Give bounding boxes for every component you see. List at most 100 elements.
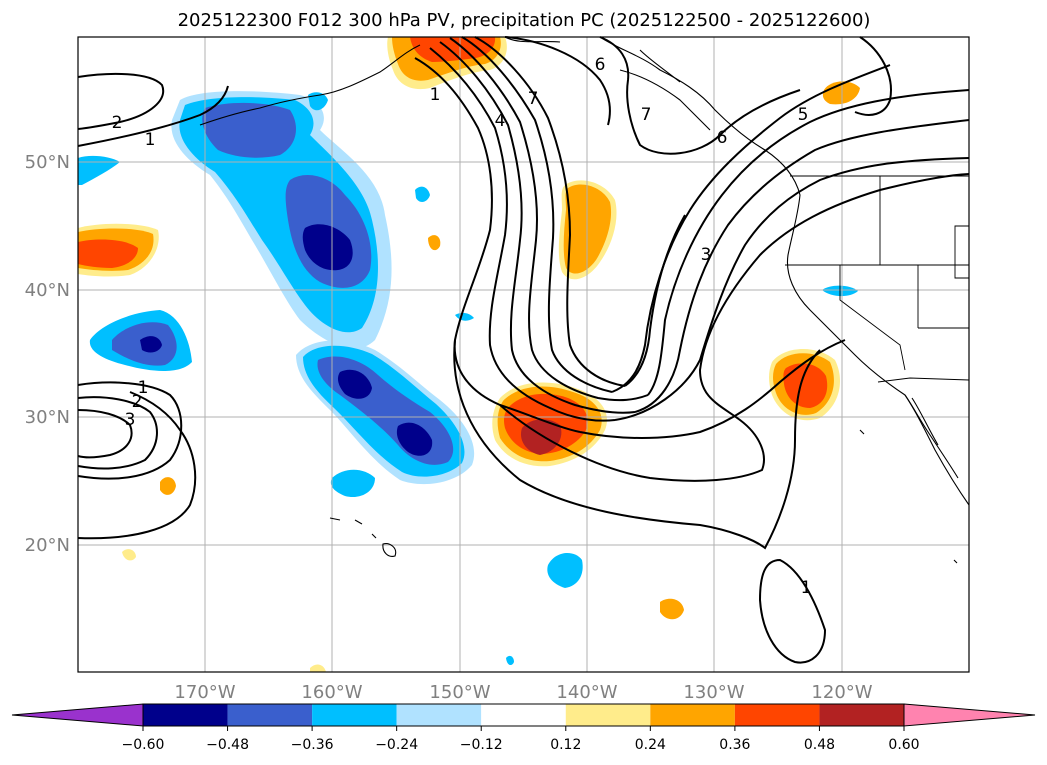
longitude-labels: 170°W 160°W 150°W 140°W 130°W 120°W: [174, 682, 872, 703]
positive-fill-small-2: [160, 477, 176, 495]
pv-contour-closed-southwest-1: [77, 381, 183, 480]
negative-fill-small-4: [506, 655, 514, 666]
colorbar-tick-label: −0.12: [460, 737, 503, 753]
colorbar-bin: [227, 704, 313, 726]
pv-contour-trough-1: [414, 57, 581, 433]
pv-contours: [77, 36, 970, 664]
colorbar-tick-label: 0.48: [804, 737, 835, 753]
lat-label: 50°N: [25, 152, 70, 173]
negative-fill-south-small: [547, 553, 583, 588]
pv-contour-trough-6: [474, 36, 626, 387]
pv-contour-top-right-2: [599, 36, 801, 155]
colorbar-tick-label: −0.36: [291, 737, 334, 753]
lon-label: 160°W: [301, 682, 362, 703]
negative-fill-west-dark: [140, 336, 162, 353]
contour-label: 4: [495, 111, 506, 131]
pv-contour-ridge-6: [624, 214, 686, 387]
negative-fill-central-dark: [302, 224, 353, 271]
contour-label: 1: [801, 578, 812, 598]
negative-fill-south-dark-1: [337, 369, 372, 399]
coastline-alaska-islands: [619, 49, 711, 131]
positive-fill-baja-red: [783, 363, 828, 408]
positive-fill-small-1: [428, 235, 441, 251]
pv-contour-trough-4: [449, 37, 649, 402]
pv-contour-southwest-outer: [77, 391, 197, 540]
contour-label: 6: [717, 128, 728, 148]
negative-fill-south-dark-2: [396, 422, 433, 456]
colorbar-bin: [734, 704, 820, 726]
border-states-1: [785, 176, 969, 329]
figure-title: 2025122300 F012 300 hPa PV, precipitatio…: [178, 10, 871, 31]
negative-fill-small-5: [234, 170, 250, 181]
map-frame: [77, 36, 970, 673]
pv-contour-2-northwest: [77, 72, 165, 130]
graticule: [78, 37, 969, 672]
colorbar-bin: [143, 704, 228, 726]
contour-label: 7: [641, 105, 652, 125]
pv-contour-ridge-5: [611, 64, 891, 393]
colorbar: −0.60 −0.48 −0.36 −0.24 −0.12 0.12 0.24 0.36 0.4…: [11, 703, 1036, 753]
negative-fill-west-edge: [78, 155, 120, 185]
pv-contour-top-right-1: [504, 36, 611, 126]
colorbar-outline: [142, 703, 905, 727]
pv-contour-closed-southwest-2: [77, 396, 158, 470]
pv-contour-ridge-1: [579, 339, 846, 439]
colorbar-tick-label: −0.60: [122, 737, 165, 753]
contour-label: 3: [701, 245, 712, 265]
positive-fill-gulf-alaska-red: [410, 37, 496, 62]
colorbar-tick-label: 0.60: [888, 737, 919, 753]
colorbar-tick-label: 0.24: [635, 737, 666, 753]
colorbar-bin: [565, 704, 651, 726]
pv-contour-south: [453, 339, 821, 550]
latitude-labels: 50°N 40°N 30°N 20°N: [25, 152, 70, 556]
contour-label: 2: [132, 392, 143, 412]
coastline-baja: [904, 394, 959, 479]
colorbar-bin: [312, 704, 397, 726]
border-mexico: [877, 377, 970, 383]
coastline-guadalupe: [859, 429, 958, 564]
colorbar-bin: [650, 704, 735, 726]
lon-label: 120°W: [811, 682, 872, 703]
lon-label: 140°W: [556, 682, 617, 703]
positive-fill-small-5: [310, 664, 326, 672]
colorbar-bin: [481, 704, 566, 726]
colorbar-extend-high: [903, 703, 1036, 727]
positive-fill-small-4: [122, 549, 136, 561]
pv-contour-closed-south: [758, 558, 827, 664]
pv-contour-ridge-3: [634, 119, 970, 413]
pv-contour-closed-southwest-3: [77, 409, 133, 459]
border-california: [839, 265, 906, 371]
negative-fill-small-1: [415, 186, 430, 202]
contour-labels: 2 1 1 7 4 6 7 6 5 3 1 2 3 1: [112, 55, 812, 598]
pv-contour-1-northwest: [77, 85, 229, 147]
contour-label: 2: [112, 113, 123, 133]
negative-fill-hawaii-north: [330, 469, 375, 498]
contour-label: 6: [595, 55, 606, 75]
lon-label: 170°W: [174, 682, 235, 703]
contour-label: 1: [145, 130, 156, 150]
positive-fill-west-edge-red: [78, 239, 138, 268]
pv-contour-southeast: [499, 173, 970, 482]
precipitation-fill-layer: [78, 37, 860, 672]
pv-contour-trough-3: [439, 41, 636, 414]
lat-label: 40°N: [25, 280, 70, 301]
pv-contour-top-right-3: [854, 36, 892, 116]
contour-label: 7: [528, 89, 539, 109]
colorbar-tick-label: −0.24: [375, 737, 418, 753]
lat-label: 30°N: [25, 407, 70, 428]
positive-fill-small-3: [660, 598, 684, 620]
lon-label: 150°W: [429, 682, 490, 703]
pv-contour-trough-5: [461, 36, 613, 393]
contour-label: 5: [798, 105, 809, 125]
pv-contour-ridge-2: [614, 157, 970, 421]
contour-label: 3: [125, 410, 136, 430]
colorbar-tick-label: 0.12: [550, 737, 581, 753]
colorbar-tick-label: −0.48: [206, 737, 249, 753]
negative-fill-aleutian: [308, 92, 328, 111]
colorbar-bin: [819, 704, 904, 726]
coastline-hawaii: [329, 517, 397, 557]
colorbar-extend-low: [11, 703, 144, 727]
contour-label: 1: [138, 378, 149, 398]
colorbar-tick-label: 0.36: [719, 737, 750, 753]
